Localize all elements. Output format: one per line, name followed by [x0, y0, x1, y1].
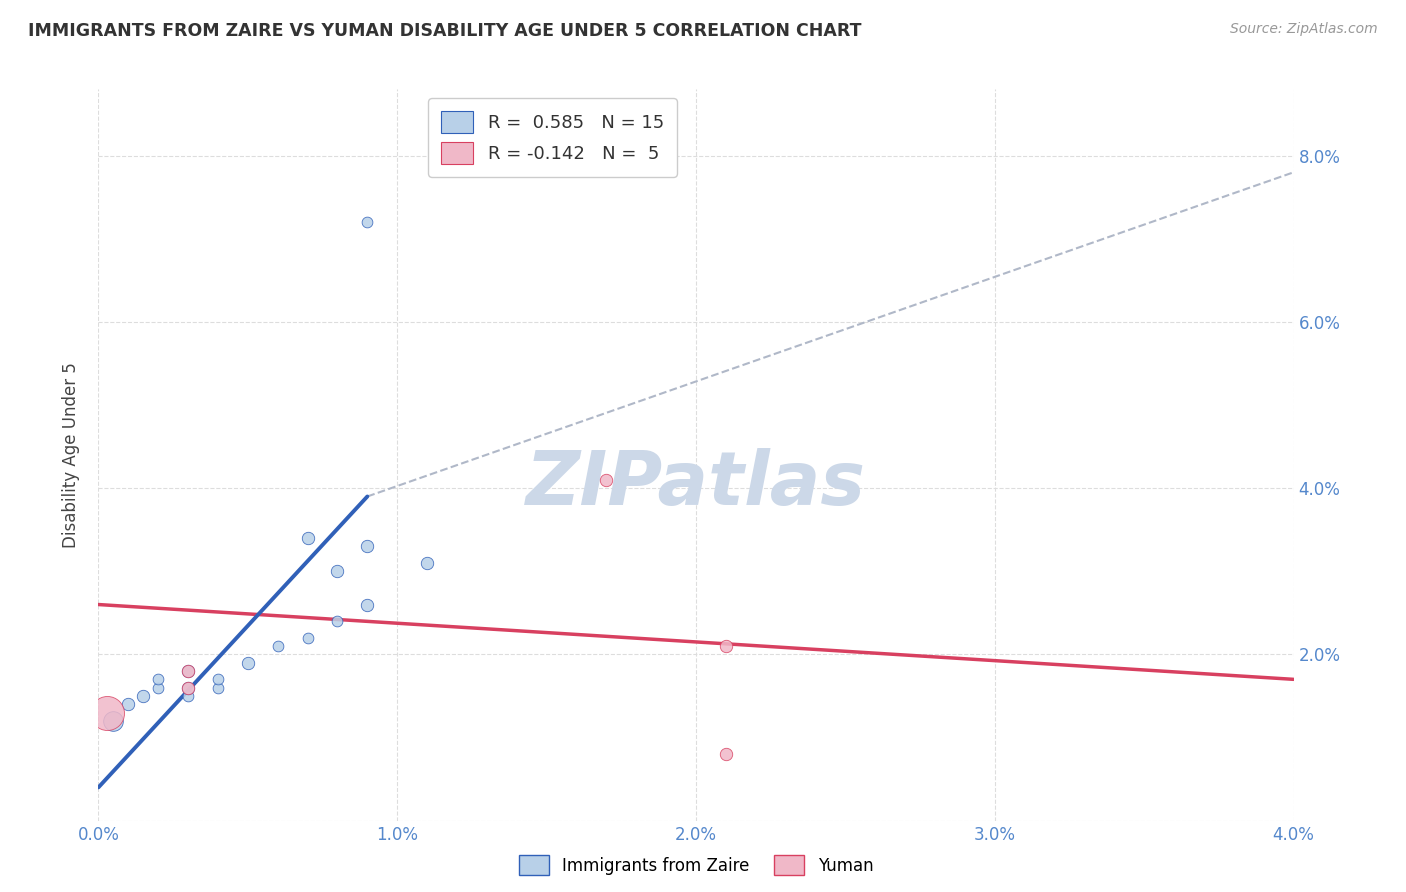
Point — [326, 564, 349, 578]
Point — [356, 598, 378, 612]
Point — [177, 681, 200, 695]
Y-axis label: Disability Age Under 5: Disability Age Under 5 — [62, 362, 80, 548]
Point — [714, 747, 737, 761]
Point — [148, 673, 170, 687]
Point — [356, 215, 378, 229]
Point — [297, 631, 319, 645]
Point — [416, 556, 439, 570]
Point — [326, 614, 349, 628]
Point — [96, 706, 118, 720]
Legend: Immigrants from Zaire, Yuman: Immigrants from Zaire, Yuman — [509, 845, 883, 886]
Text: Source: ZipAtlas.com: Source: ZipAtlas.com — [1230, 22, 1378, 37]
Point — [207, 673, 229, 687]
Point — [117, 698, 139, 712]
Point — [132, 689, 155, 703]
Text: ZIPatlas: ZIPatlas — [526, 448, 866, 521]
Point — [103, 714, 125, 728]
Point — [177, 664, 200, 678]
Point — [356, 539, 378, 553]
Point — [177, 664, 200, 678]
Point — [714, 639, 737, 653]
Point — [267, 639, 290, 653]
Point — [595, 473, 617, 487]
Text: IMMIGRANTS FROM ZAIRE VS YUMAN DISABILITY AGE UNDER 5 CORRELATION CHART: IMMIGRANTS FROM ZAIRE VS YUMAN DISABILIT… — [28, 22, 862, 40]
Point — [297, 531, 319, 545]
Point — [177, 689, 200, 703]
Point — [177, 681, 200, 695]
Point — [207, 681, 229, 695]
Point — [236, 656, 259, 670]
Point — [148, 681, 170, 695]
